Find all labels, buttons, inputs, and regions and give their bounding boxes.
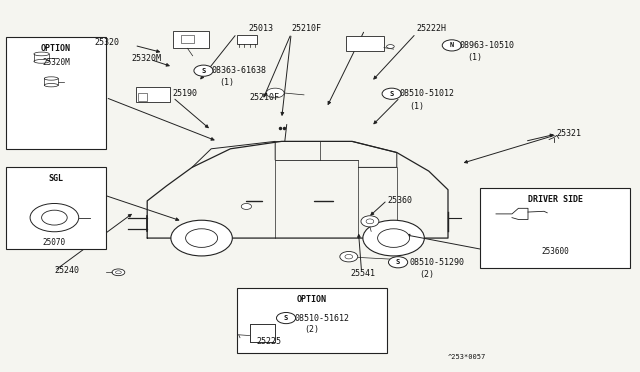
Ellipse shape [393, 257, 401, 261]
Text: 253600: 253600 [541, 247, 569, 256]
Text: 25225: 25225 [256, 337, 281, 346]
Text: 25210F: 25210F [291, 24, 321, 33]
Circle shape [363, 220, 424, 256]
Bar [250, 324, 275, 342]
Ellipse shape [34, 52, 49, 56]
Circle shape [241, 203, 252, 209]
Text: S: S [396, 259, 400, 265]
Bar [480, 188, 630, 268]
Ellipse shape [340, 251, 358, 262]
Text: ^253*0057: ^253*0057 [448, 354, 486, 360]
Text: 08363-61638: 08363-61638 [211, 66, 266, 75]
Circle shape [171, 220, 232, 256]
Text: (1): (1) [219, 78, 234, 87]
Ellipse shape [44, 77, 58, 80]
Circle shape [442, 40, 461, 51]
Text: 25013: 25013 [248, 24, 273, 33]
Text: (2): (2) [419, 270, 434, 279]
Bar [181, 35, 194, 43]
Ellipse shape [366, 219, 374, 224]
Text: S: S [202, 68, 205, 74]
Text: 25070: 25070 [43, 238, 66, 247]
Bar [6, 37, 106, 149]
Circle shape [30, 203, 79, 232]
Ellipse shape [44, 83, 58, 87]
Circle shape [276, 312, 296, 324]
Ellipse shape [115, 271, 122, 274]
Circle shape [42, 210, 67, 225]
Text: 08510-51612: 08510-51612 [294, 314, 349, 323]
Bar [346, 36, 384, 51]
Text: 25541: 25541 [351, 269, 376, 278]
Text: 25321: 25321 [557, 129, 582, 138]
Text: 08510-51012: 08510-51012 [400, 89, 455, 98]
Bar [138, 93, 147, 101]
Text: 25360: 25360 [387, 196, 412, 205]
Text: 25320: 25320 [95, 38, 120, 47]
Ellipse shape [266, 88, 284, 98]
Bar [237, 288, 387, 353]
Text: 25222H: 25222H [416, 24, 446, 33]
Ellipse shape [112, 269, 125, 276]
Text: 08510-51290: 08510-51290 [410, 258, 465, 267]
Circle shape [382, 88, 401, 99]
Ellipse shape [345, 254, 353, 259]
Bar [6, 167, 106, 249]
Circle shape [186, 229, 218, 247]
Text: S: S [284, 315, 288, 321]
Text: (1): (1) [410, 102, 424, 110]
Text: S: S [390, 91, 394, 97]
Bar [250, 324, 275, 342]
Text: 25320M: 25320M [131, 54, 161, 63]
Text: 25240: 25240 [54, 266, 79, 275]
Text: 25210F: 25210F [250, 93, 280, 102]
Circle shape [388, 257, 408, 268]
Text: (2): (2) [304, 326, 319, 334]
Circle shape [378, 229, 410, 247]
Bar [173, 31, 209, 48]
Ellipse shape [34, 60, 49, 63]
Text: OPTION: OPTION [297, 295, 327, 304]
Text: 25320M: 25320M [42, 58, 70, 67]
Ellipse shape [387, 45, 394, 48]
Text: 08963-10510: 08963-10510 [460, 41, 515, 50]
Text: DRIVER SIDE: DRIVER SIDE [528, 195, 582, 203]
Ellipse shape [361, 216, 379, 227]
Bar [237, 35, 257, 44]
Text: SGL: SGL [49, 174, 63, 183]
Text: 25190: 25190 [173, 89, 198, 98]
Text: (1): (1) [467, 53, 482, 62]
Circle shape [194, 65, 213, 76]
Bar [136, 87, 170, 102]
Text: N: N [450, 42, 454, 48]
Text: OPTION: OPTION [41, 44, 71, 53]
